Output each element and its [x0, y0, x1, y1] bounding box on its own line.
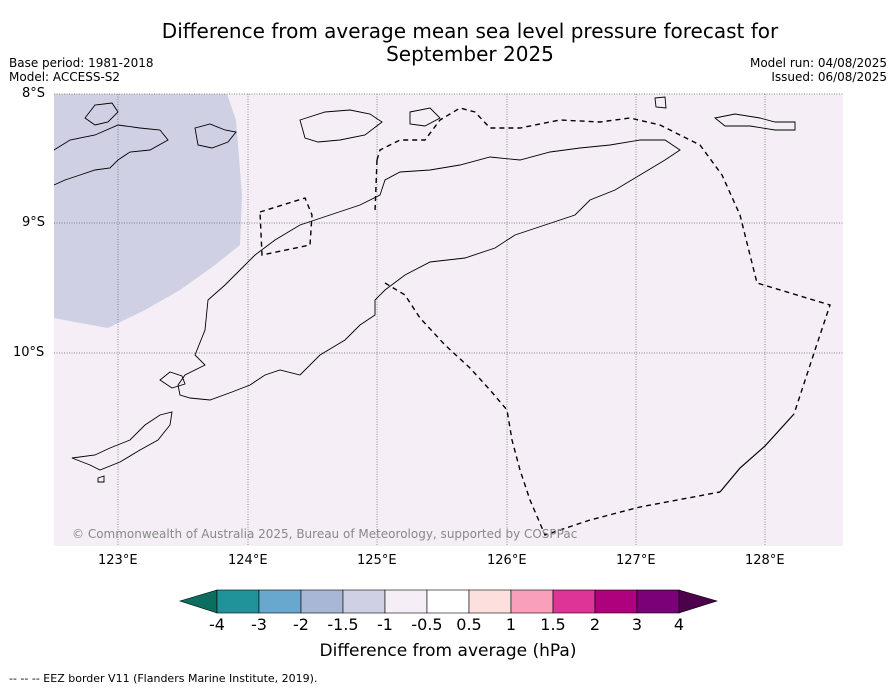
colorbar — [178, 589, 719, 614]
coastline-sawu — [71, 411, 173, 471]
colorbar-tick: -4 — [209, 615, 225, 634]
model-run: Model run: 04/08/2025 — [749, 56, 887, 70]
colorbar-bin-11 — [636, 589, 680, 614]
colorbar-title: Difference from average (hPa) — [319, 641, 577, 661]
coastline-north-islands — [84, 102, 119, 126]
colorbar-bin-1 — [216, 589, 260, 614]
coastlines — [53, 96, 796, 483]
lat-label-10s: 10°S — [13, 345, 45, 360]
colorbar-tick: 2 — [589, 615, 601, 634]
meta-right: Model run: 04/08/2025 Issued: 06/08/2025 — [750, 56, 887, 84]
colorbar-tick: 1 — [505, 615, 517, 634]
colorbar-bin-6 — [426, 589, 470, 614]
copyright-notice: © Commonwealth of Australia 2025, Bureau… — [72, 527, 578, 541]
eez-borders — [259, 107, 831, 536]
lat-label-9s: 9°S — [22, 215, 46, 230]
lon-label-126e: 126°E — [487, 553, 527, 568]
coastline-small-3 — [97, 475, 105, 483]
issued-date: Issued: 06/08/2025 — [771, 70, 887, 84]
eez-border-south — [384, 282, 721, 536]
coastline-alor — [194, 123, 237, 149]
colorbar-bin-4 — [342, 589, 386, 614]
colorbar-bin-8 — [510, 589, 554, 614]
coastline-flores — [53, 124, 169, 186]
lon-label-123e: 123°E — [98, 553, 138, 568]
coastline-small-2 — [713, 113, 796, 131]
colorbar-bin-2 — [258, 589, 302, 614]
coastline-small-1 — [654, 96, 667, 109]
colorbar-bin-10 — [594, 589, 638, 614]
lon-label-127e: 127°E — [616, 553, 656, 568]
colorbar-bin-5 — [384, 589, 428, 614]
model-name: Model: ACCESS-S2 — [9, 70, 121, 84]
colorbar-bin-7 — [468, 589, 512, 614]
lon-label-124e: 124°E — [228, 553, 268, 568]
meta-left: Base period: 1981-2018 Model: ACCESS-S2 — [9, 56, 154, 84]
base-period: Base period: 1981-2018 — [9, 56, 154, 70]
colorbar-bin-9 — [552, 589, 596, 614]
eez-border-east-link — [719, 413, 795, 493]
eez-border-west — [259, 197, 313, 256]
coastline-wetar-east — [409, 107, 441, 127]
colorbar-tick: 0.5 — [456, 615, 482, 634]
colorbar-extend-high — [678, 589, 719, 614]
coastline-rote — [159, 371, 186, 389]
colorbar-tick: -0.5 — [411, 615, 443, 634]
colorbar-tick: 1.5 — [540, 615, 566, 634]
colorbar-bin-3 — [300, 589, 344, 614]
colorbar-tick: -1.5 — [327, 615, 359, 634]
anomaly-patch — [54, 94, 242, 328]
lon-label-128e: 128°E — [745, 553, 785, 568]
footnote: -- -- -- EEZ border V11 (Flanders Marine… — [9, 672, 318, 685]
map-title: Difference from average mean sea level p… — [161, 19, 779, 66]
lon-label-125e: 125°E — [357, 553, 397, 568]
coastline-timor — [177, 139, 681, 401]
coastline-wetar — [299, 109, 383, 143]
colorbar-tick: -2 — [293, 615, 309, 634]
colorbar-tick: 4 — [673, 615, 685, 634]
eez-border-north — [376, 107, 831, 415]
colorbar-tick: 3 — [631, 615, 643, 634]
lat-label-8s: 8°S — [22, 86, 46, 101]
colorbar-extend-low — [178, 589, 218, 614]
colorbar-tick: -1 — [377, 615, 393, 634]
colorbar-tick: -3 — [251, 615, 267, 634]
